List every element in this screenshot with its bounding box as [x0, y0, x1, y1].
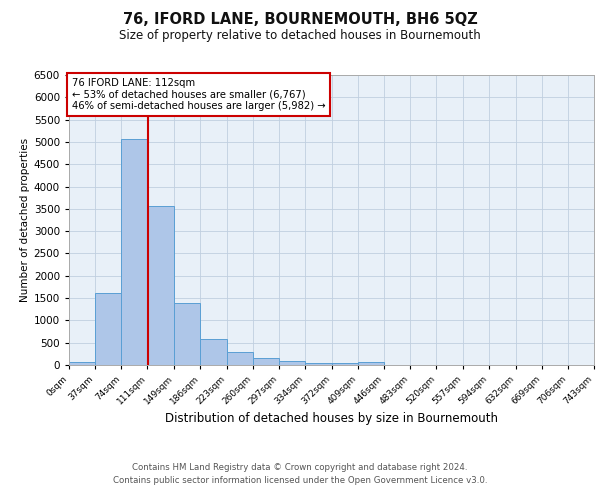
Text: Contains public sector information licensed under the Open Government Licence v3: Contains public sector information licen…: [113, 476, 487, 485]
Bar: [358, 362, 384, 365]
Bar: [227, 352, 253, 365]
Bar: [69, 362, 95, 365]
Bar: [200, 340, 227, 365]
X-axis label: Distribution of detached houses by size in Bournemouth: Distribution of detached houses by size …: [165, 412, 498, 424]
Bar: [174, 302, 200, 365]
Text: 76 IFORD LANE: 112sqm
← 53% of detached houses are smaller (6,767)
46% of semi-d: 76 IFORD LANE: 112sqm ← 53% of detached …: [71, 78, 325, 111]
Text: Contains HM Land Registry data © Crown copyright and database right 2024.: Contains HM Land Registry data © Crown c…: [132, 464, 468, 472]
Y-axis label: Number of detached properties: Number of detached properties: [20, 138, 29, 302]
Bar: [253, 358, 279, 365]
Bar: [305, 363, 332, 365]
Bar: [279, 361, 305, 365]
Bar: [148, 206, 174, 365]
Bar: [95, 292, 121, 365]
Text: 76, IFORD LANE, BOURNEMOUTH, BH6 5QZ: 76, IFORD LANE, BOURNEMOUTH, BH6 5QZ: [122, 12, 478, 28]
Text: Size of property relative to detached houses in Bournemouth: Size of property relative to detached ho…: [119, 29, 481, 42]
Bar: [332, 363, 358, 365]
Bar: [121, 138, 148, 365]
